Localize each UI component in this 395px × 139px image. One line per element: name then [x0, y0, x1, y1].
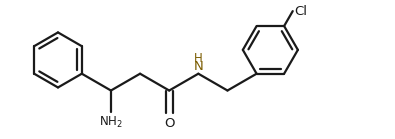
Text: Cl: Cl	[295, 5, 308, 18]
Text: H: H	[194, 52, 203, 65]
Text: NH$_2$: NH$_2$	[99, 115, 123, 130]
Text: N: N	[194, 59, 203, 73]
Text: O: O	[164, 117, 175, 130]
